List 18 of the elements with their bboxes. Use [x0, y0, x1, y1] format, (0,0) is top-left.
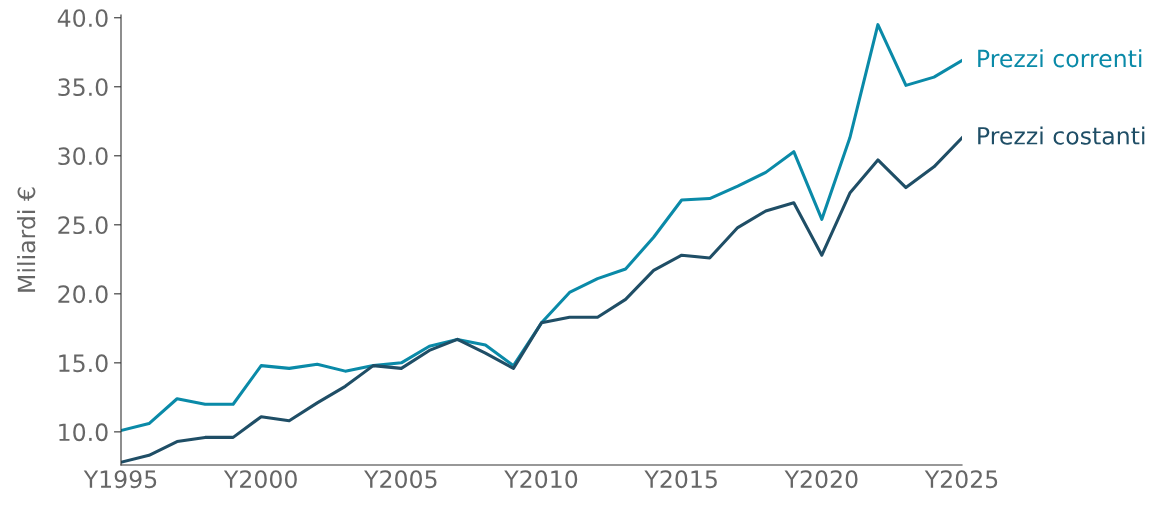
x-tick-label: Y2000 — [223, 470, 297, 489]
y-tick-label: 35.0 — [58, 78, 108, 97]
x-tick-label: Y2010 — [504, 470, 578, 489]
x-tick-label: Y2020 — [784, 470, 858, 489]
x-tick-label: Y2015 — [644, 470, 717, 489]
y-tick-label: 15.0 — [59, 354, 108, 373]
y-tick-label: 10.0 — [59, 423, 108, 442]
x-tick-label: Y1995 — [83, 470, 157, 489]
y-tick-label: 25.0 — [58, 216, 108, 235]
x-tick-label: Y2005 — [364, 470, 437, 489]
x-tick-label: Y2025 — [924, 470, 998, 489]
y-tick-label: 30.0 — [58, 147, 108, 166]
series-label: Prezzi correnti — [978, 49, 1142, 68]
y-tick-label: 40.0 — [57, 9, 108, 28]
line-series — [121, 23, 962, 433]
y-tick-label: 20.0 — [58, 285, 108, 304]
y-axis-title: Miliardi € — [17, 187, 36, 292]
series-label: Prezzi costanti — [978, 126, 1145, 145]
